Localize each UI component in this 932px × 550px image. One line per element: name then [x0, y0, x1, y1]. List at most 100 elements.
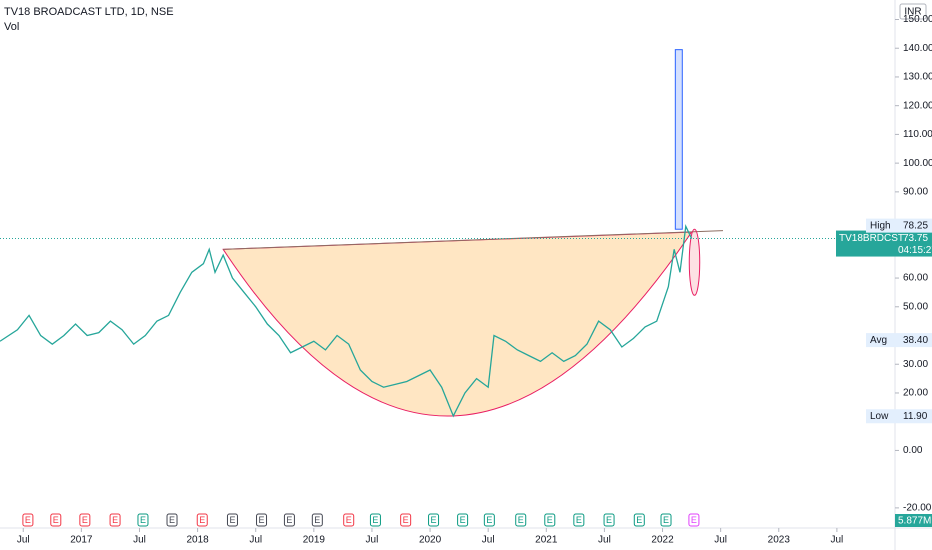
y-tick-label: 130.00	[903, 72, 932, 83]
x-tick-label: Jul	[714, 535, 727, 546]
earnings-label: E	[486, 515, 492, 525]
x-tick-label: Jul	[133, 535, 146, 546]
earnings-marker	[343, 513, 355, 527]
chart-title: TV18 BROADCAST LTD, 1D, NSE	[4, 6, 174, 18]
earnings-label: E	[140, 515, 146, 525]
earnings-marker	[603, 513, 615, 527]
stat-value: 38.40	[903, 335, 928, 346]
earnings-label: E	[286, 515, 292, 525]
earnings-marker	[515, 513, 527, 527]
earnings-label: E	[663, 515, 669, 525]
x-tick-label: Jul	[482, 535, 495, 546]
earnings-marker	[633, 513, 645, 527]
earnings-label: E	[112, 515, 118, 525]
earnings-label: E	[372, 515, 378, 525]
earnings-marker	[544, 513, 556, 527]
earnings-label: E	[53, 515, 59, 525]
volume-box	[895, 514, 932, 527]
volume-value: 5.877M	[898, 516, 931, 527]
earnings-label: E	[259, 515, 265, 525]
y-tick-label: 110.00	[903, 129, 932, 140]
stat-name: Low	[870, 411, 889, 422]
earnings-marker	[660, 513, 672, 527]
x-tick-label: Jul	[249, 535, 262, 546]
x-tick-label: 2019	[303, 535, 326, 546]
stat-name: Avg	[870, 335, 887, 346]
last-price-box	[836, 230, 932, 257]
symbol-label: TV18BRDCST	[839, 233, 904, 244]
y-tick-label: 140.00	[903, 43, 932, 54]
x-tick-label: Jul	[17, 535, 30, 546]
y-tick-label: 50.00	[903, 301, 928, 312]
x-tick-label: 2018	[186, 535, 209, 546]
earnings-label: E	[691, 515, 697, 525]
y-tick-label: 60.00	[903, 273, 928, 284]
earnings-label: E	[314, 515, 320, 525]
price-range	[674, 49, 683, 230]
x-tick-label: 2020	[419, 535, 442, 546]
stat-box	[866, 218, 932, 233]
earnings-marker	[311, 513, 323, 527]
x-tick-label: 2021	[535, 535, 558, 546]
y-tick-label: -20.00	[903, 503, 932, 514]
stat-value: 78.25	[903, 220, 928, 231]
volume-label: Vol	[4, 21, 19, 33]
earnings-marker	[196, 513, 208, 527]
earnings-marker	[226, 513, 238, 527]
x-tick-label: 2022	[651, 535, 674, 546]
earnings-marker	[428, 513, 440, 527]
currency: INR	[904, 7, 921, 18]
earnings-label: E	[199, 515, 205, 525]
last-price: 73.75	[903, 233, 928, 244]
earnings-label: E	[606, 515, 612, 525]
y-tick-label: 150.00	[903, 14, 932, 25]
y-tick-label: 100.00	[903, 158, 932, 169]
earnings-label: E	[82, 515, 88, 525]
earnings-marker	[400, 513, 412, 527]
y-tick-label: 0.00	[903, 445, 923, 456]
x-tick-label: Jul	[830, 535, 843, 546]
trendline	[223, 230, 723, 250]
x-tick-label: 2017	[70, 535, 93, 546]
currency-box	[899, 3, 927, 20]
earnings-marker	[256, 513, 268, 527]
earnings-marker	[79, 513, 91, 527]
earnings-label: E	[460, 515, 466, 525]
earnings-label: E	[636, 515, 642, 525]
earnings-marker	[137, 513, 149, 527]
cup-handle	[688, 228, 701, 296]
earnings-label: E	[518, 515, 524, 525]
stat-name: High	[870, 220, 891, 231]
y-tick-label: 120.00	[903, 100, 932, 111]
earnings-marker	[166, 513, 178, 527]
earnings-marker	[283, 513, 295, 527]
x-tick-label: Jul	[598, 535, 611, 546]
earnings-marker	[688, 513, 700, 527]
earnings-label: E	[169, 515, 175, 525]
countdown: 04:15:27	[898, 245, 932, 256]
y-tick-label: 90.00	[903, 187, 928, 198]
cup-shape	[222, 231, 693, 417]
earnings-marker	[457, 513, 469, 527]
earnings-label: E	[346, 515, 352, 525]
stat-box	[866, 409, 932, 424]
earnings-marker	[109, 513, 121, 527]
earnings-marker	[22, 513, 34, 527]
y-tick-label: 30.00	[903, 359, 928, 370]
earnings-marker	[50, 513, 62, 527]
earnings-label: E	[403, 515, 409, 525]
x-tick-label: 2023	[768, 535, 791, 546]
earnings-marker	[573, 513, 585, 527]
earnings-marker	[369, 513, 381, 527]
earnings-marker	[483, 513, 495, 527]
earnings-label: E	[576, 515, 582, 525]
earnings-label: E	[25, 515, 31, 525]
y-tick-label: 20.00	[903, 388, 928, 399]
earnings-label: E	[431, 515, 437, 525]
price-line	[0, 224, 693, 418]
earnings-label: E	[229, 515, 235, 525]
x-tick-label: Jul	[366, 535, 379, 546]
stat-box	[866, 333, 932, 348]
